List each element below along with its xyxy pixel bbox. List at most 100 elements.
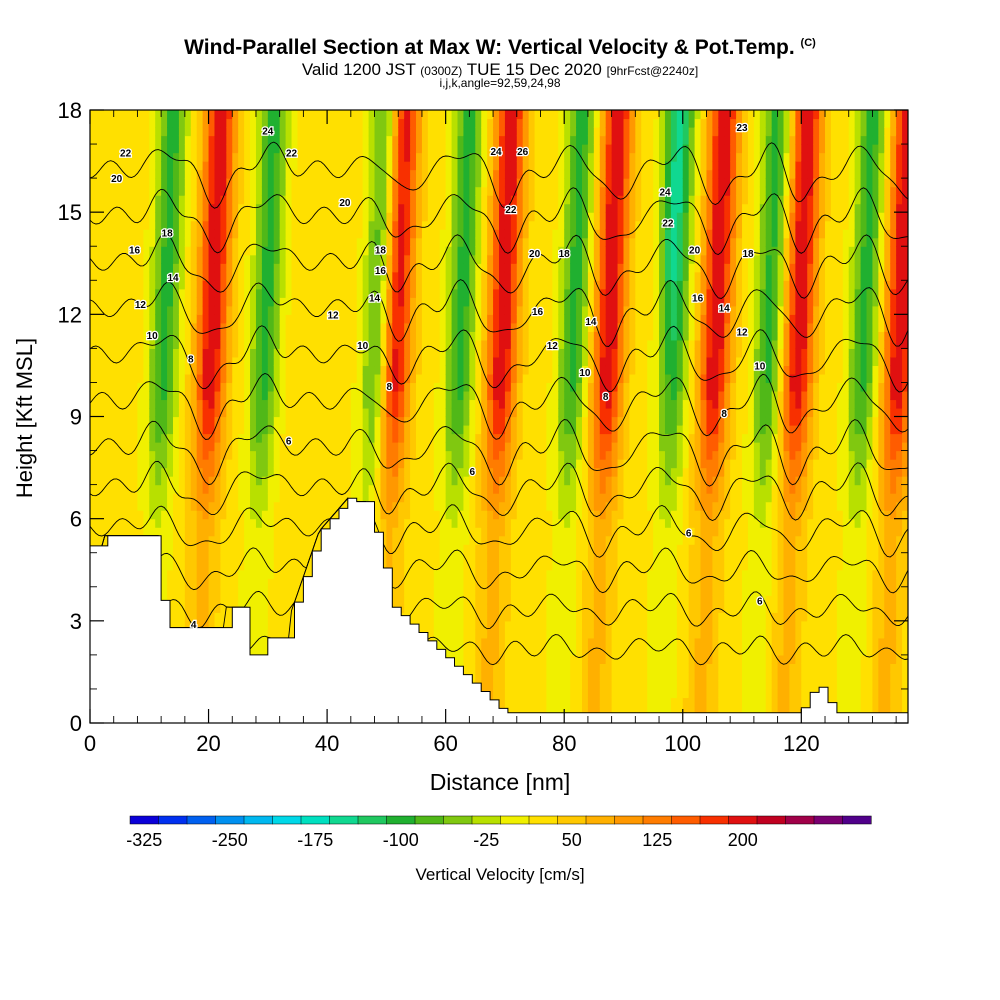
field-cell — [279, 620, 287, 630]
field-cell — [309, 356, 316, 367]
field-cell — [421, 118, 429, 128]
field-cell — [392, 416, 399, 426]
field-cell — [463, 518, 470, 528]
field-cell — [344, 348, 352, 358]
field-cell — [113, 433, 121, 443]
field-cell — [433, 127, 441, 137]
field-cell — [309, 331, 316, 341]
field-cell — [410, 399, 417, 409]
field-cell — [184, 407, 192, 418]
field-cell — [101, 195, 109, 205]
field-cell — [184, 476, 192, 486]
field-cell — [113, 501, 121, 511]
field-cell — [184, 459, 192, 469]
field-cell — [463, 527, 470, 537]
field-cell — [333, 263, 340, 273]
field-cell — [344, 322, 352, 332]
field-cell — [362, 459, 370, 469]
field-cell — [178, 442, 186, 452]
field-cell — [427, 561, 435, 571]
field-cell — [350, 493, 358, 503]
field-cell — [386, 178, 393, 188]
field-cell — [113, 305, 121, 315]
field-cell — [392, 186, 399, 196]
field-cell — [398, 518, 405, 528]
field-cell — [208, 237, 216, 247]
field-cell — [475, 407, 482, 418]
field-cell — [143, 195, 150, 205]
field-cell — [178, 390, 186, 401]
field-cell — [161, 331, 168, 341]
field-cell — [220, 356, 227, 367]
field-cell — [327, 365, 334, 375]
field-cell — [404, 373, 411, 384]
field-cell — [208, 552, 216, 562]
field-cell — [291, 501, 299, 511]
field-cell — [374, 493, 382, 503]
field-cell — [333, 169, 340, 179]
field-cell — [297, 373, 304, 384]
field-cell — [149, 425, 156, 435]
field-cell — [398, 220, 405, 230]
field-cell — [161, 450, 168, 460]
field-cell — [220, 399, 227, 409]
field-cell — [261, 527, 269, 537]
field-cell — [279, 535, 287, 545]
field-cell — [398, 373, 405, 384]
field-cell — [285, 510, 293, 520]
field-cell — [184, 297, 192, 307]
field-cell — [410, 501, 417, 511]
field-cell — [410, 271, 417, 281]
field-cell — [427, 578, 435, 588]
field-cell — [214, 373, 222, 384]
field-cell — [232, 407, 239, 418]
field-cell — [161, 263, 168, 273]
field-cell — [439, 169, 447, 179]
field-cell — [439, 314, 447, 324]
field-cell — [386, 152, 393, 162]
field-cell — [475, 229, 482, 239]
field-cell — [315, 501, 322, 511]
field-cell — [261, 399, 269, 409]
field-cell — [255, 365, 263, 375]
field-cell — [362, 476, 370, 486]
field-cell — [131, 322, 139, 332]
field-cell — [113, 118, 121, 128]
field-cell — [433, 161, 441, 171]
field-cell — [255, 595, 263, 605]
field-cell — [356, 203, 364, 213]
field-cell — [137, 399, 144, 409]
field-cell — [113, 407, 121, 418]
field-cell — [149, 263, 156, 273]
field-cell — [202, 127, 210, 137]
field-cell — [421, 578, 429, 588]
field-cell — [297, 552, 304, 562]
field-cell — [131, 501, 139, 511]
field-cell — [238, 442, 245, 452]
field-cell — [267, 561, 275, 571]
field-cell — [303, 390, 310, 401]
field-cell — [344, 229, 352, 239]
field-cell — [101, 271, 109, 281]
field-cell — [232, 186, 239, 196]
field-cell — [208, 595, 216, 605]
field-cell — [291, 254, 299, 264]
field-cell — [333, 433, 340, 443]
field-cell — [416, 416, 423, 426]
field-cell — [238, 118, 245, 128]
field-cell — [356, 195, 364, 205]
field-cell — [155, 152, 162, 162]
field-cell — [184, 416, 192, 426]
field-cell — [285, 390, 293, 401]
field-cell — [172, 467, 180, 477]
field-cell — [368, 118, 376, 128]
field-cell — [208, 569, 216, 579]
field-cell — [285, 603, 293, 613]
field-cell — [155, 322, 162, 332]
field-cell — [232, 450, 239, 460]
field-cell — [267, 501, 275, 511]
field-cell — [356, 118, 364, 128]
field-cell — [338, 288, 346, 298]
field-cell — [261, 254, 269, 264]
field-cell — [161, 476, 168, 486]
